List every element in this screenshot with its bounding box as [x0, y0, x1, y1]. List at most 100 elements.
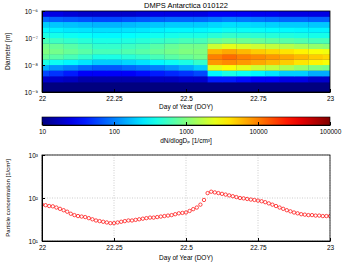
- cell: [294, 11, 309, 17]
- point: [177, 212, 180, 215]
- point: [80, 215, 83, 218]
- point: [66, 210, 69, 213]
- point: [228, 194, 231, 197]
- cell: [179, 22, 194, 28]
- point: [105, 221, 108, 224]
- point: [210, 190, 213, 193]
- points: [42, 190, 330, 225]
- cell: [121, 11, 136, 17]
- cell: [251, 59, 266, 65]
- grid-line: [42, 198, 330, 199]
- cell: [280, 27, 295, 33]
- cell: [42, 76, 50, 82]
- cell: [208, 11, 223, 17]
- cell: [222, 38, 237, 44]
- cell: [107, 38, 122, 44]
- cell: [150, 49, 165, 55]
- cell: [121, 54, 136, 60]
- tick-mark: [330, 238, 331, 241]
- point: [206, 191, 209, 194]
- cell: [78, 22, 93, 28]
- cell: [323, 59, 330, 65]
- point: [235, 195, 238, 198]
- cell: [208, 59, 223, 65]
- tick: 1000: [179, 122, 194, 135]
- tick-mark: [42, 38, 45, 39]
- cell: [107, 11, 122, 17]
- tick: 22.25: [106, 238, 123, 251]
- tick-label: 10⁻⁸: [25, 62, 39, 69]
- point: [253, 198, 256, 201]
- cell: [78, 11, 93, 17]
- point: [246, 197, 249, 200]
- cell: [107, 54, 122, 60]
- cell: [236, 54, 251, 60]
- x-axis-title: Day of Year (DOY): [159, 254, 213, 262]
- grid-line: [114, 155, 115, 241]
- tick: 10⁻⁶: [25, 8, 45, 15]
- cell: [179, 70, 194, 76]
- cell: [92, 43, 107, 49]
- tick: 10⁻⁸: [25, 62, 45, 69]
- tick-label: 10⁻⁶: [25, 8, 39, 15]
- cell: [265, 49, 280, 55]
- cell: [78, 76, 93, 82]
- tick-label: 23: [327, 244, 335, 251]
- x-axis: 2222.2522.522.7523: [39, 89, 335, 102]
- cell: [150, 32, 165, 38]
- cell: [107, 70, 122, 76]
- cell: [193, 32, 208, 38]
- tick-label: 10000: [249, 128, 267, 135]
- cell: [136, 27, 151, 33]
- cell: [308, 76, 323, 82]
- tick-label: 10³: [29, 152, 39, 159]
- point: [325, 214, 328, 217]
- cell: [42, 22, 50, 28]
- cell: [280, 11, 295, 17]
- tick-label: 10¹: [29, 238, 39, 245]
- cell: [164, 11, 179, 17]
- point: [123, 219, 126, 222]
- cell: [222, 54, 237, 60]
- tick: 10⁻⁹: [25, 89, 45, 96]
- point: [282, 207, 285, 210]
- cell: [323, 11, 330, 17]
- cell: [236, 76, 251, 82]
- cell: [92, 32, 107, 38]
- cell: [294, 22, 309, 28]
- cell: [49, 65, 64, 71]
- cell: [251, 22, 266, 28]
- cell: [251, 32, 266, 38]
- point: [213, 191, 216, 194]
- cell: [236, 43, 251, 49]
- cell: [64, 11, 79, 17]
- cell: [308, 70, 323, 76]
- cell: [222, 59, 237, 65]
- point: [249, 198, 252, 201]
- cell: [150, 38, 165, 44]
- cell: [136, 65, 151, 71]
- cell: [222, 11, 237, 17]
- point: [98, 219, 101, 222]
- cell: [193, 11, 208, 17]
- cell: [92, 16, 107, 22]
- point: [314, 214, 317, 217]
- point: [48, 204, 51, 207]
- cell: [280, 38, 295, 44]
- colorbar-title: dN/dlogDₚ [1/cm³]: [160, 137, 212, 145]
- cell: [64, 27, 79, 33]
- point: [188, 209, 191, 212]
- cell: [179, 65, 194, 71]
- cell: [121, 16, 136, 22]
- cell: [64, 65, 79, 71]
- cell: [121, 32, 136, 38]
- point: [62, 209, 65, 212]
- cell: [265, 22, 280, 28]
- grid-line: [186, 155, 187, 241]
- cell: [150, 65, 165, 71]
- cell: [280, 49, 295, 55]
- cell: [49, 38, 64, 44]
- tick-label: 22.25: [106, 244, 123, 251]
- cell: [208, 43, 223, 49]
- point: [202, 198, 205, 201]
